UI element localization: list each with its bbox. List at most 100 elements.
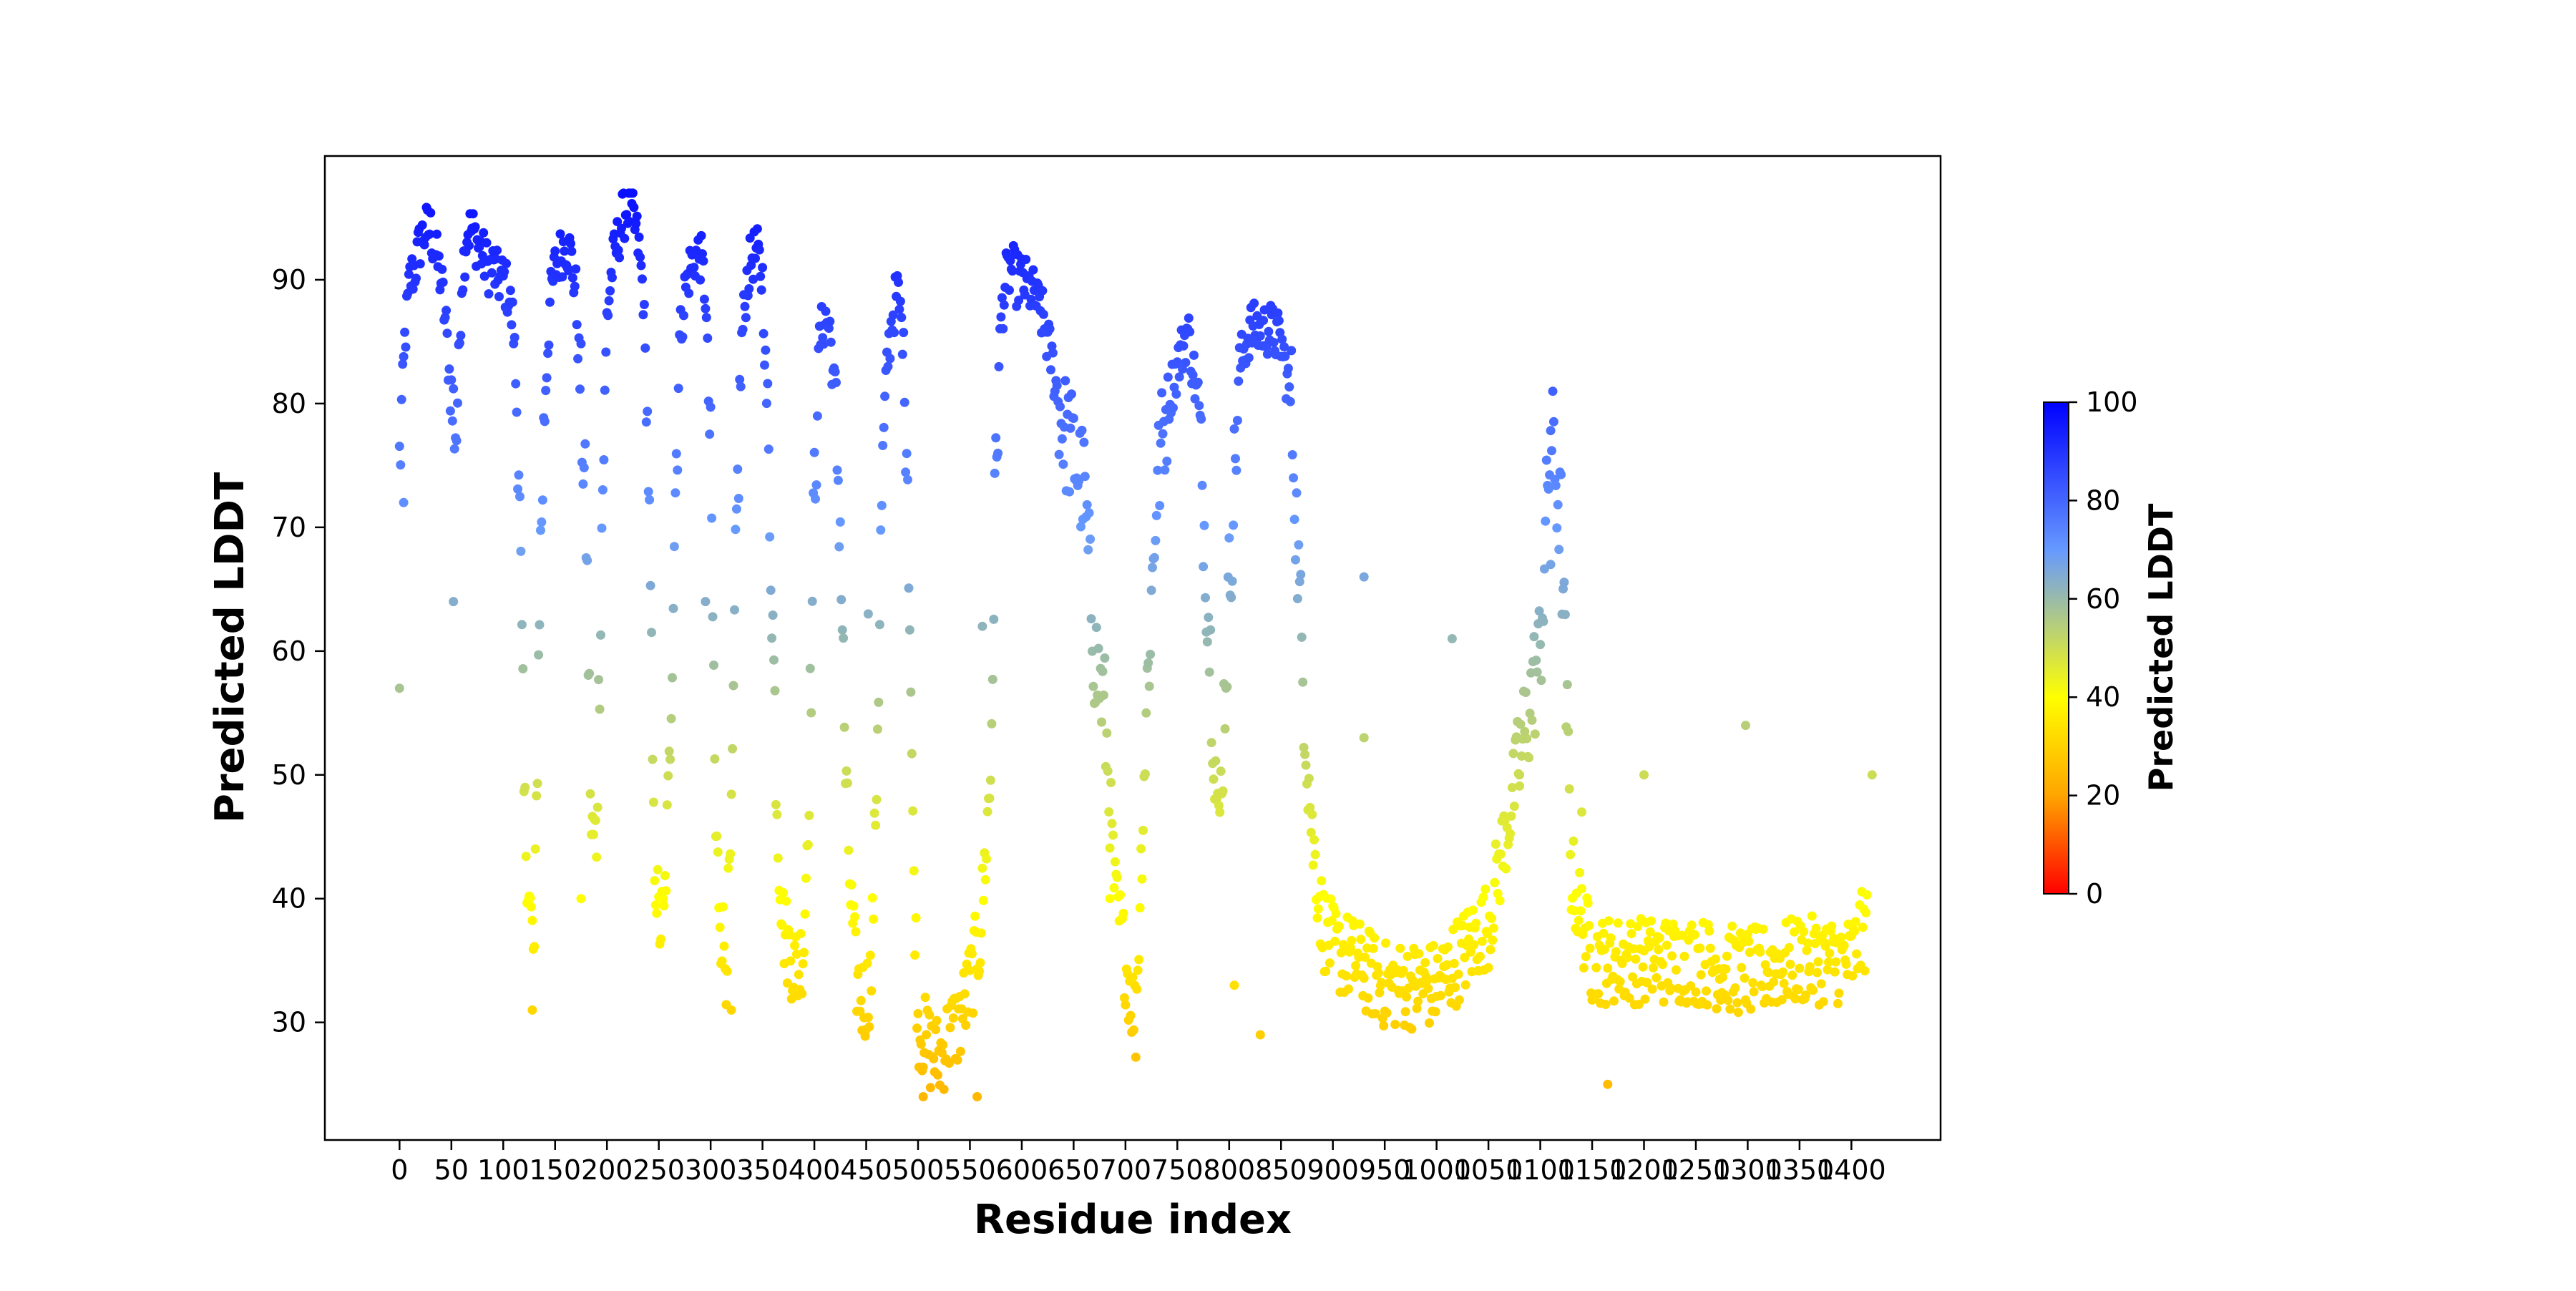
data-point bbox=[1536, 640, 1546, 650]
data-point bbox=[1065, 423, 1075, 433]
data-point bbox=[1262, 342, 1272, 352]
data-point bbox=[1334, 921, 1344, 931]
data-point bbox=[756, 285, 766, 295]
data-point bbox=[1131, 1052, 1141, 1062]
data-point bbox=[763, 444, 774, 454]
data-point bbox=[831, 378, 841, 387]
data-point bbox=[1834, 988, 1844, 998]
data-point bbox=[579, 463, 589, 472]
data-point bbox=[889, 328, 899, 338]
data-point bbox=[1079, 437, 1089, 447]
data-point bbox=[1359, 973, 1369, 983]
data-point bbox=[1400, 1007, 1410, 1017]
data-point bbox=[758, 328, 769, 338]
data-point bbox=[744, 284, 754, 293]
x-tick-label: 750 bbox=[1151, 1154, 1204, 1186]
data-point bbox=[664, 746, 674, 756]
data-point bbox=[1795, 963, 1805, 973]
data-point bbox=[839, 722, 849, 732]
data-point bbox=[799, 947, 809, 958]
data-point bbox=[924, 1010, 935, 1020]
data-point bbox=[1067, 389, 1076, 399]
data-point bbox=[404, 269, 414, 279]
x-tick-label: 1000 bbox=[1402, 1154, 1471, 1186]
data-point bbox=[873, 724, 882, 734]
data-point bbox=[863, 1013, 873, 1023]
data-point bbox=[1785, 960, 1795, 969]
data-point bbox=[709, 661, 718, 670]
data-point bbox=[1104, 807, 1114, 817]
data-point bbox=[811, 480, 821, 490]
data-point bbox=[1232, 416, 1242, 425]
data-point bbox=[1506, 811, 1516, 821]
data-point bbox=[1155, 501, 1165, 510]
data-point bbox=[1375, 988, 1385, 998]
data-point bbox=[1460, 953, 1470, 963]
data-point bbox=[968, 1008, 978, 1018]
data-point bbox=[635, 252, 645, 262]
data-point bbox=[888, 310, 898, 320]
data-point bbox=[1799, 927, 1809, 937]
data-point bbox=[1163, 372, 1173, 382]
data-point bbox=[1453, 969, 1463, 979]
data-point bbox=[726, 1005, 736, 1015]
data-point bbox=[825, 316, 835, 326]
data-point bbox=[560, 246, 570, 256]
data-point bbox=[684, 288, 694, 298]
data-point bbox=[1644, 942, 1654, 952]
data-point bbox=[706, 402, 716, 412]
data-point bbox=[933, 1070, 942, 1080]
data-point bbox=[1649, 963, 1658, 973]
data-point bbox=[812, 411, 822, 421]
data-point bbox=[1551, 481, 1561, 490]
data-point bbox=[1285, 396, 1295, 406]
data-point bbox=[862, 958, 872, 968]
data-point bbox=[400, 327, 410, 337]
data-point bbox=[982, 854, 992, 864]
data-point bbox=[426, 208, 436, 218]
data-point bbox=[1640, 994, 1650, 1004]
data-point bbox=[661, 886, 671, 896]
data-point bbox=[1745, 947, 1755, 958]
data-point bbox=[1119, 993, 1129, 1003]
data-point bbox=[628, 188, 638, 198]
data-point bbox=[1450, 983, 1460, 993]
data-point bbox=[534, 650, 544, 660]
data-point bbox=[575, 384, 585, 394]
data-point bbox=[1206, 738, 1216, 748]
x-tick-label: 400 bbox=[789, 1154, 841, 1186]
data-point bbox=[514, 470, 524, 480]
data-point bbox=[982, 807, 992, 817]
data-point bbox=[507, 320, 517, 330]
data-point bbox=[550, 246, 560, 256]
data-point bbox=[615, 253, 625, 263]
data-point bbox=[1790, 927, 1800, 937]
data-point bbox=[1686, 981, 1696, 991]
data-point bbox=[1414, 949, 1424, 959]
data-point bbox=[512, 407, 522, 417]
data-point bbox=[1058, 459, 1068, 469]
data-point bbox=[415, 259, 425, 269]
data-point bbox=[1105, 843, 1115, 853]
data-point bbox=[1562, 680, 1572, 690]
data-point bbox=[1690, 930, 1699, 940]
data-point bbox=[592, 802, 602, 812]
x-tick-label: 300 bbox=[685, 1154, 737, 1186]
data-point bbox=[536, 525, 545, 535]
data-point bbox=[1174, 372, 1184, 382]
data-point bbox=[509, 333, 519, 342]
data-point bbox=[735, 374, 745, 384]
data-point bbox=[1818, 997, 1828, 1007]
data-point bbox=[1559, 578, 1569, 588]
data-point bbox=[1740, 973, 1750, 983]
data-point bbox=[952, 1055, 962, 1065]
data-point bbox=[1646, 916, 1657, 926]
y-tick-label: 40 bbox=[272, 883, 306, 915]
data-point bbox=[643, 406, 653, 416]
colorbar-tick-label: 20 bbox=[2086, 780, 2120, 812]
data-point bbox=[1654, 933, 1664, 942]
data-point bbox=[837, 625, 847, 635]
data-point bbox=[505, 286, 515, 296]
data-point bbox=[867, 986, 877, 996]
data-point bbox=[977, 621, 987, 631]
